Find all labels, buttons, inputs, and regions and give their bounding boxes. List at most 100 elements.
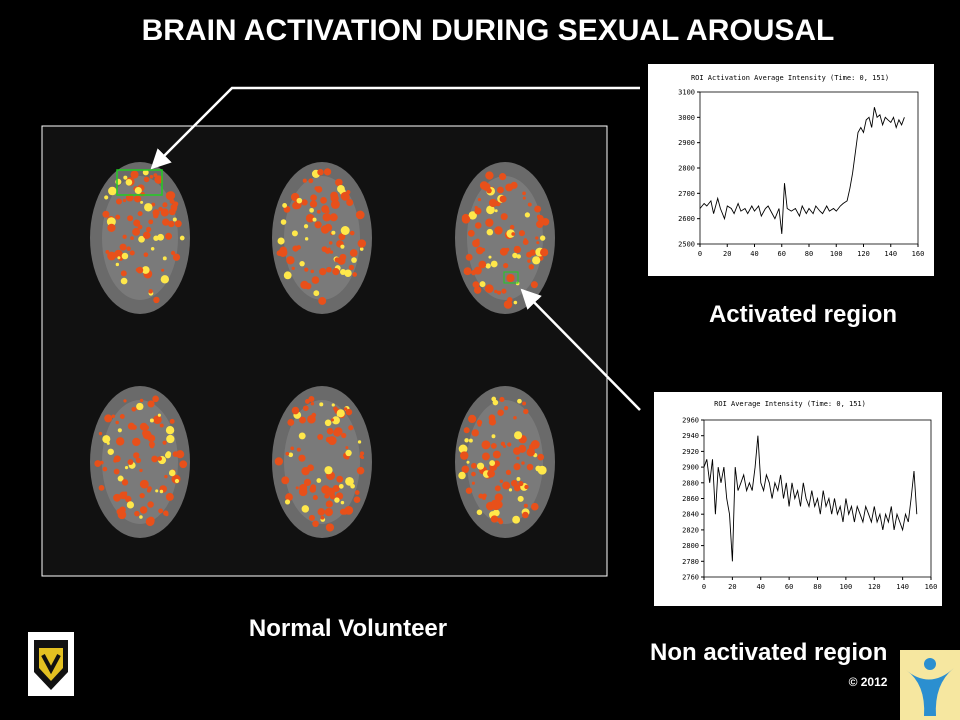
arrow: [520, 288, 641, 411]
activation-blob: [139, 492, 145, 499]
activation-blob: [535, 236, 539, 240]
y-tick-label: 2820: [682, 526, 699, 534]
activation-blob: [521, 461, 525, 465]
data-line: [703, 435, 918, 562]
activation-blob: [488, 414, 496, 422]
activation-blob: [107, 251, 116, 261]
y-tick-label: 2780: [682, 558, 699, 566]
activation-blob: [142, 430, 152, 440]
activation-blob: [491, 396, 497, 402]
activation-blob: [490, 260, 498, 268]
activation-blob: [136, 266, 144, 274]
activation-blob: [174, 220, 182, 228]
activation-blob: [115, 437, 125, 446]
activation-blob: [134, 510, 140, 517]
activation-blob: [522, 511, 529, 519]
activation-blob: [506, 273, 515, 283]
activation-blob: [139, 468, 143, 473]
activation-blob: [122, 198, 127, 203]
activation-blob: [139, 398, 144, 403]
activation-blob: [500, 213, 508, 221]
activation-blob: [356, 466, 365, 475]
activation-blob: [312, 520, 319, 528]
activation-blob: [117, 428, 122, 433]
activation-blob: [332, 485, 340, 492]
activation-blob: [330, 199, 340, 209]
activation-blob: [307, 414, 316, 424]
activation-blob: [139, 506, 148, 514]
activation-blob: [494, 493, 503, 502]
activation-blob: [489, 460, 496, 466]
activation-blob: [304, 237, 309, 241]
activation-blob: [468, 414, 477, 424]
activation-blob: [481, 440, 491, 450]
activation-blob: [485, 171, 494, 180]
activation-blob: [505, 469, 512, 475]
activation-blob: [345, 408, 353, 416]
activation-blob: [477, 422, 482, 427]
activation-blob: [337, 184, 345, 193]
activation-blob: [314, 221, 322, 229]
activation-blob: [164, 512, 169, 517]
activation-blob: [117, 475, 124, 482]
activation-blob: [530, 281, 538, 289]
activation-blob: [526, 447, 535, 457]
activation-blob: [513, 300, 518, 305]
activation-blob: [304, 399, 310, 404]
activation-blob: [343, 407, 348, 411]
activation-blob: [151, 455, 158, 463]
activation-blob: [320, 197, 327, 204]
activation-blob: [465, 487, 473, 494]
activation-blob: [168, 220, 175, 228]
chart-title: ROI Average Intensity (Time: 0, 151): [714, 400, 866, 408]
activation-blob: [285, 451, 290, 456]
non-activated-label: Non activated region: [650, 639, 887, 666]
activation-blob: [159, 423, 164, 428]
activation-blob: [479, 281, 486, 288]
activation-blob: [499, 247, 508, 256]
activation-blob: [345, 446, 349, 450]
x-tick-label: 140: [896, 583, 909, 591]
activation-blob: [172, 253, 181, 261]
activation-blob: [158, 508, 164, 514]
activation-blob: [302, 178, 307, 183]
y-tick-label: 2880: [682, 479, 699, 487]
brain-core: [284, 400, 360, 524]
activation-blob: [135, 457, 142, 464]
activation-blob: [514, 431, 523, 440]
activation-blob: [468, 211, 477, 220]
activation-blob: [329, 429, 333, 433]
activation-blob: [162, 440, 167, 445]
activation-blob: [539, 235, 546, 241]
activation-blob: [106, 441, 110, 445]
activation-blob: [474, 222, 482, 229]
activation-blob: [342, 509, 348, 515]
y-tick-label: 2860: [682, 495, 699, 503]
activation-blob: [499, 173, 507, 181]
activation-blob: [517, 495, 524, 502]
activation-blob: [325, 500, 333, 508]
logo-left: [28, 632, 74, 696]
activation-blob: [461, 215, 471, 224]
activation-blob: [170, 250, 176, 256]
activation-blob: [340, 226, 350, 235]
activation-blob: [524, 212, 531, 218]
y-tick-label: 2800: [678, 165, 695, 173]
activation-blob: [474, 207, 482, 215]
activation-blob: [159, 489, 164, 494]
activation-blob: [470, 462, 477, 469]
activation-blob: [142, 231, 151, 240]
activation-blob: [148, 441, 155, 448]
activation-blob: [497, 186, 504, 194]
activation-blob: [283, 271, 292, 280]
activation-blob: [113, 455, 121, 463]
roi-box: [116, 169, 163, 196]
activation-blob: [494, 226, 503, 235]
activation-blob: [137, 211, 143, 217]
activation-blob: [148, 289, 153, 294]
y-tick-label: 2700: [678, 190, 695, 198]
activation-blob: [326, 266, 332, 273]
activation-blob: [144, 203, 153, 212]
activation-blob: [340, 244, 345, 249]
activation-blob: [136, 402, 144, 411]
